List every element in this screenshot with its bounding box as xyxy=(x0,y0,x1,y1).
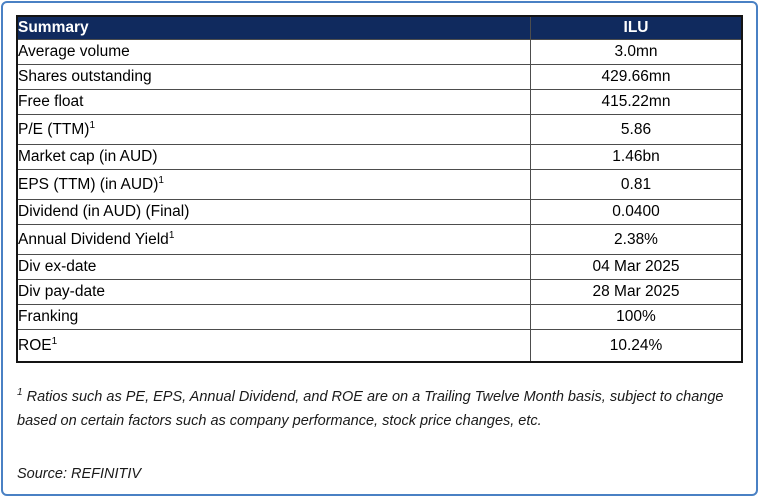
row-value: 10.24% xyxy=(530,329,743,363)
row-label: EPS (TTM) (in AUD)1 xyxy=(16,169,531,200)
row-value: 0.0400 xyxy=(530,199,743,225)
row-value: 100% xyxy=(530,304,743,330)
table-row: Franking 100% xyxy=(16,304,743,330)
row-label: Dividend (in AUD) (Final) xyxy=(16,199,531,225)
table-row: EPS (TTM) (in AUD)1 0.81 xyxy=(16,169,743,200)
table-row: Average volume 3.0mn xyxy=(16,39,743,65)
summary-table-body: Average volume 3.0mn Shares outstanding 429… xyxy=(16,39,743,363)
source-line: Source: REFINITIV xyxy=(17,466,142,482)
row-label: Div pay-date xyxy=(16,279,531,305)
row-label: Div ex-date xyxy=(16,254,531,280)
summary-table-head: Summary ILU xyxy=(16,15,743,40)
table-row: P/E (TTM)1 5.86 xyxy=(16,114,743,145)
row-value: 1.46bn xyxy=(530,144,743,170)
table-header-ticker: ILU xyxy=(530,15,743,40)
table-header-summary: Summary xyxy=(16,15,531,40)
row-value: 2.38% xyxy=(530,224,743,255)
row-value: 3.0mn xyxy=(530,39,743,65)
row-value: 04 Mar 2025 xyxy=(530,254,743,280)
table-row: Market cap (in AUD) 1.46bn xyxy=(16,144,743,170)
row-label: ROE1 xyxy=(16,329,531,363)
footnote-superscript: 1 xyxy=(17,387,23,399)
row-label: P/E (TTM)1 xyxy=(16,114,531,145)
row-value: 0.81 xyxy=(530,169,743,200)
table-row: Div pay-date 28 Mar 2025 xyxy=(16,279,743,305)
row-label-superscript: 1 xyxy=(89,119,96,131)
table-row: Dividend (in AUD) (Final) 0.0400 xyxy=(16,199,743,225)
row-label-superscript: 1 xyxy=(51,335,58,347)
row-label: Free float xyxy=(16,89,531,115)
table-row: Shares outstanding 429.66mn xyxy=(16,64,743,90)
summary-table: Summary ILU Average volume 3.0mn Shares ou… xyxy=(16,15,743,363)
row-value: 415.22mn xyxy=(530,89,743,115)
row-label: Franking xyxy=(16,304,531,330)
row-label: Shares outstanding xyxy=(16,64,531,90)
row-value: 429.66mn xyxy=(530,64,743,90)
row-value: 5.86 xyxy=(530,114,743,145)
footnote: 1 Ratios such as PE, EPS, Annual Dividen… xyxy=(17,386,733,434)
table-row: ROE1 10.24% xyxy=(16,329,743,363)
table-row: Free float 415.22mn xyxy=(16,89,743,115)
table-row: Div ex-date 04 Mar 2025 xyxy=(16,254,743,280)
table-header-row: Summary ILU xyxy=(16,15,743,40)
footnote-text: Ratios such as PE, EPS, Annual Dividend,… xyxy=(17,389,724,429)
row-label: Annual Dividend Yield1 xyxy=(16,224,531,255)
table-row: Annual Dividend Yield1 2.38% xyxy=(16,224,743,255)
row-label: Average volume xyxy=(16,39,531,65)
row-label-superscript: 1 xyxy=(158,174,164,186)
row-value: 28 Mar 2025 xyxy=(530,279,743,305)
row-label: Market cap (in AUD) xyxy=(16,144,531,170)
row-label-superscript: 1 xyxy=(168,229,175,241)
